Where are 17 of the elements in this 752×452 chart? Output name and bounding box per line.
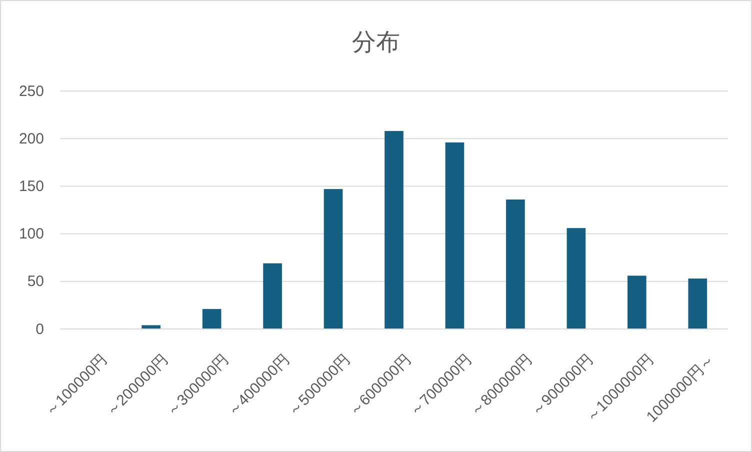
bar xyxy=(384,130,404,329)
y-tick-label: 0 xyxy=(36,320,44,338)
y-tick-label: 100 xyxy=(18,226,44,243)
y-tick-label: 150 xyxy=(18,178,44,195)
bar xyxy=(506,200,525,329)
bar xyxy=(688,278,708,329)
y-tick-label: 50 xyxy=(27,273,44,290)
bar xyxy=(627,276,646,329)
bar xyxy=(263,263,282,329)
bar xyxy=(202,309,222,329)
chart-title: 分布 xyxy=(352,29,400,56)
y-tick-label: 250 xyxy=(18,82,44,100)
bar xyxy=(324,189,343,329)
y-tick-label: 200 xyxy=(18,130,44,148)
bar xyxy=(142,325,161,329)
bar xyxy=(566,228,586,329)
bar xyxy=(445,142,464,329)
